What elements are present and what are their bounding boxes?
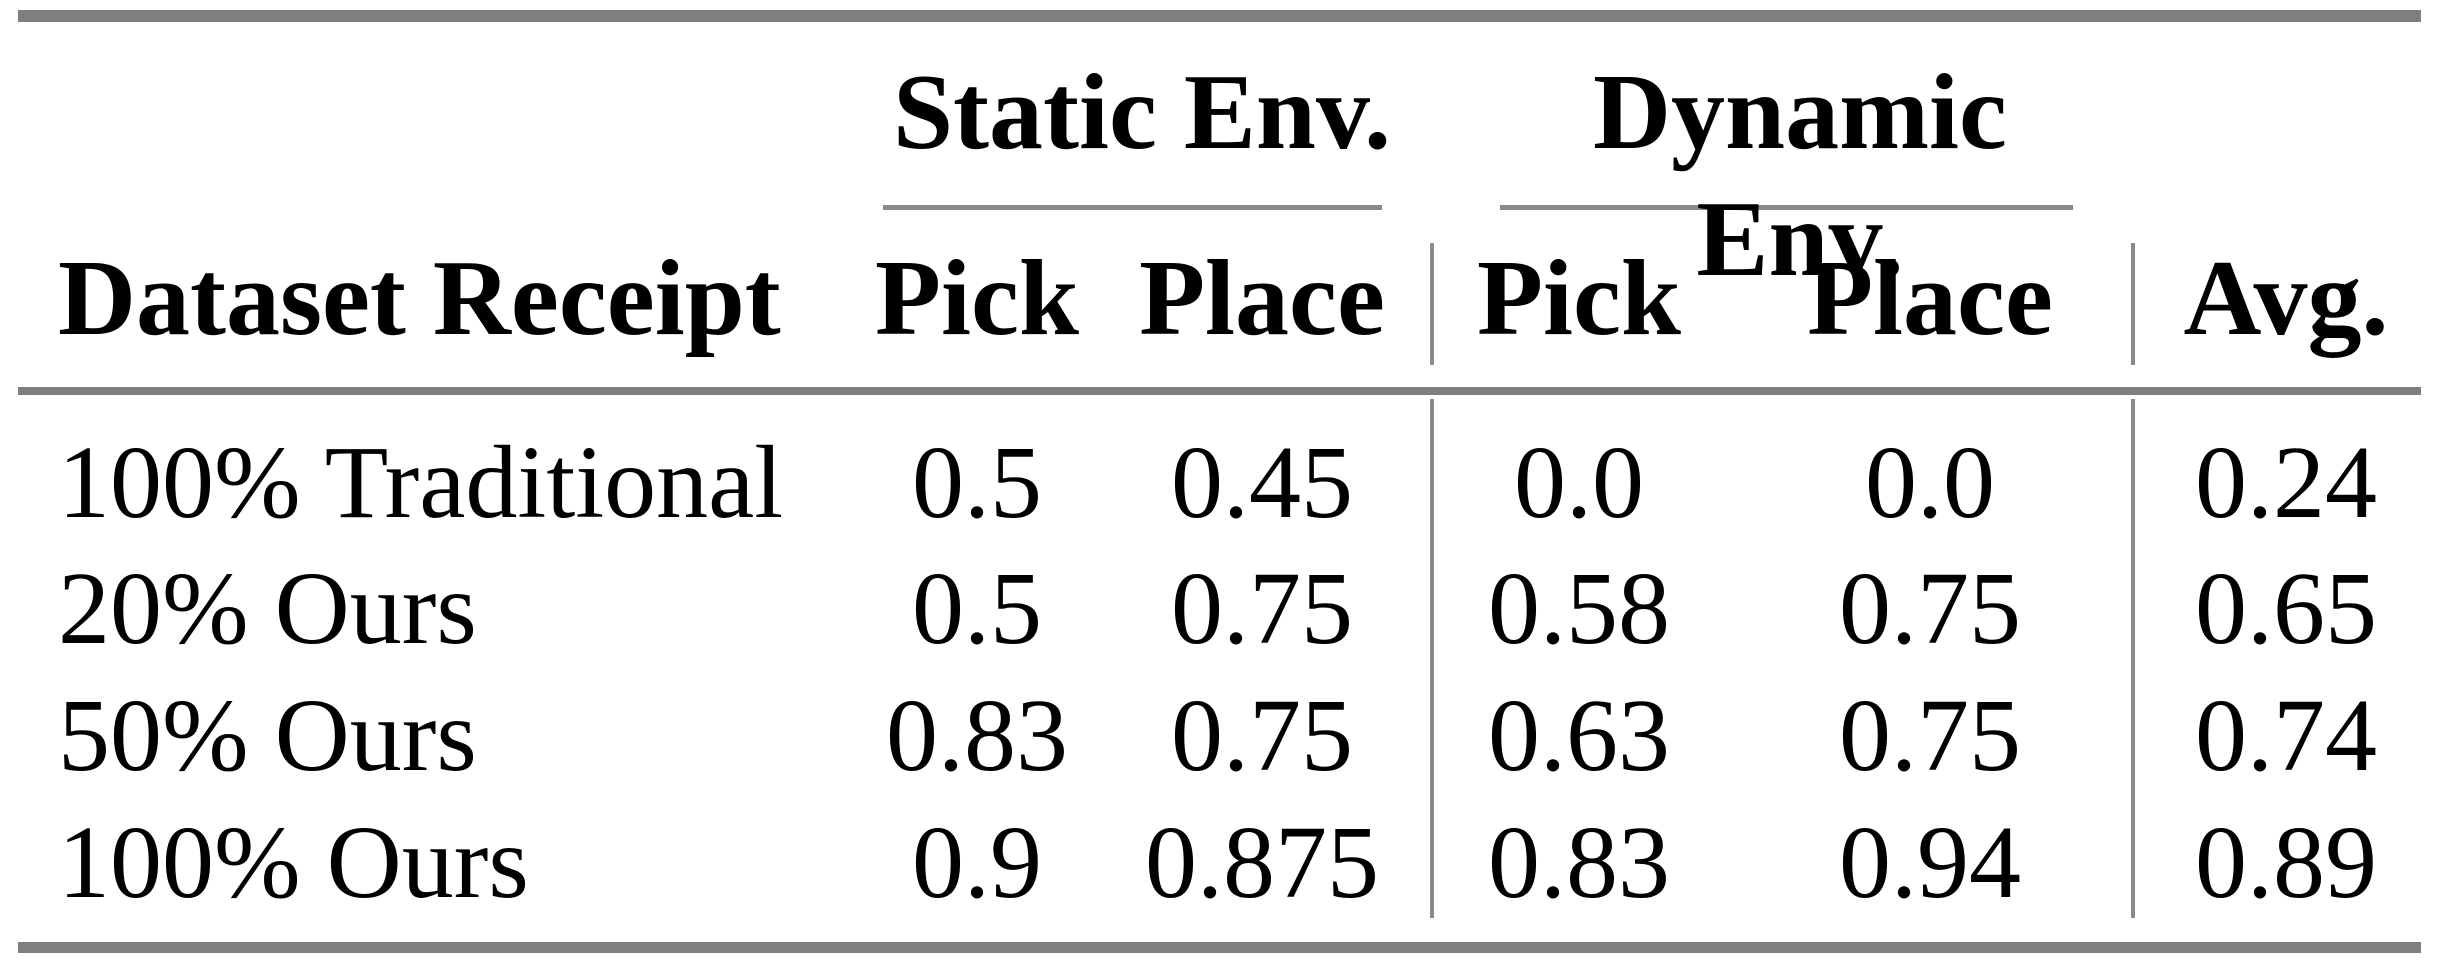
- static-env-underline: [883, 205, 1382, 210]
- column-header-row: Dataset Receipt Pick Place Pick Place Av…: [0, 235, 2440, 362]
- dynamic-place-value: 0.0: [1865, 425, 1995, 540]
- dynamic-pick-value: 0.83: [1488, 805, 1670, 920]
- column-group-row: Static Env. Dynamic Env.: [0, 49, 2440, 299]
- table-header-rule: [18, 387, 2421, 395]
- dynamic-pick-value: 0.63: [1488, 678, 1670, 793]
- column-header-static-place: Place: [1139, 239, 1385, 358]
- column-header-dynamic-pick: Pick: [1477, 239, 1681, 358]
- column-group-dynamic-env: Dynamic Env.: [1593, 53, 2007, 299]
- table-row: 100% Traditional 0.5 0.45 0.0 0.0 0.24: [0, 419, 2440, 546]
- static-pick-value: 0.9: [912, 805, 1042, 920]
- separator-dynamic-avg-header: [2131, 243, 2135, 365]
- avg-value: 0.74: [2195, 678, 2377, 793]
- table-bottom-rule: [18, 942, 2421, 953]
- table-row: 20% Ours 0.5 0.75 0.58 0.75 0.65: [0, 545, 2440, 672]
- avg-value: 0.89: [2195, 805, 2377, 920]
- static-place-value: 0.875: [1145, 805, 1379, 920]
- avg-value: 0.24: [2195, 425, 2377, 540]
- column-header-avg: Avg.: [2183, 239, 2389, 358]
- static-place-value: 0.75: [1171, 678, 1353, 793]
- static-pick-value: 0.5: [912, 425, 1042, 540]
- dynamic-place-value: 0.75: [1839, 678, 2021, 793]
- column-header-dynamic-place: Place: [1807, 239, 2053, 358]
- static-place-value: 0.45: [1171, 425, 1353, 540]
- dynamic-pick-value: 0.0: [1514, 425, 1644, 540]
- separator-static-dynamic-body: [1430, 399, 1434, 918]
- column-group-static-env: Static Env.: [892, 53, 1392, 172]
- row-label: 20% Ours: [58, 551, 477, 666]
- separator-dynamic-avg-body: [2131, 399, 2135, 918]
- table-row: 50% Ours 0.83 0.75 0.63 0.75 0.74: [0, 672, 2440, 799]
- row-label: 100% Ours: [58, 805, 529, 920]
- static-place-value: 0.75: [1171, 551, 1353, 666]
- column-header-dataset-receipt: Dataset Receipt: [58, 239, 781, 358]
- static-pick-value: 0.5: [912, 551, 1042, 666]
- static-pick-value: 0.83: [886, 678, 1068, 793]
- row-label: 50% Ours: [58, 678, 477, 793]
- dynamic-place-value: 0.75: [1839, 551, 2021, 666]
- dynamic-pick-value: 0.58: [1488, 551, 1670, 666]
- table-row: 100% Ours 0.9 0.875 0.83 0.94 0.89: [0, 799, 2440, 926]
- avg-value: 0.65: [2195, 551, 2377, 666]
- table-top-rule: [18, 10, 2421, 22]
- row-label: 100% Traditional: [58, 425, 784, 540]
- column-header-static-pick: Pick: [875, 239, 1079, 358]
- dynamic-place-value: 0.94: [1839, 805, 2021, 920]
- dynamic-env-underline: [1500, 205, 2073, 210]
- separator-static-dynamic-header: [1430, 243, 1434, 365]
